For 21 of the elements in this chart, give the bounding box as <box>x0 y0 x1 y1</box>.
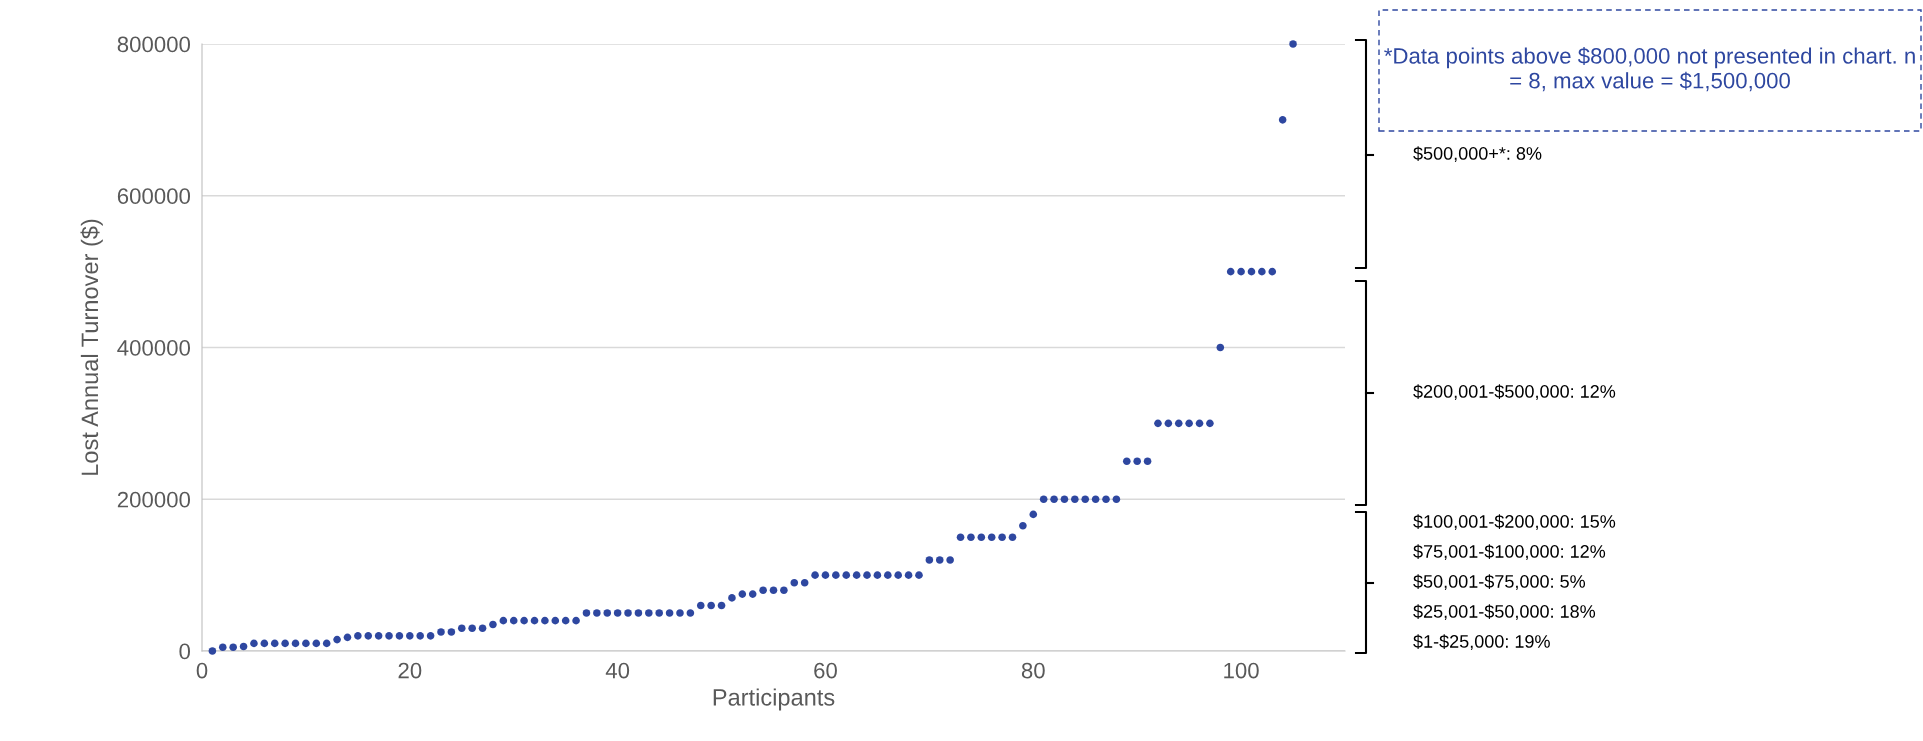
text: $50,001-$75,000: 5% <box>1413 574 1586 590</box>
x-tick-label: 80 <box>1021 662 1045 679</box>
y-tick-label: 0 <box>179 643 191 660</box>
text: $25,001-$50,000: 18% <box>1413 604 1596 620</box>
text: $100,001-$200,000: 15% <box>1413 514 1616 530</box>
y-tick-label: 600000 <box>117 188 191 205</box>
y-tick-label: 400000 <box>117 340 191 356</box>
text: $500,000+*: 8% <box>1413 146 1542 162</box>
x-tick-label: 0 <box>196 662 208 679</box>
x-tick-label: 60 <box>814 662 837 679</box>
text: $1-$25,000: 19% <box>1413 634 1550 650</box>
text: *Data points above $800,000 not presented in chart. n = 8, max value = $1,500,000 <box>1384 47 1915 92</box>
x-tick-label: 40 <box>605 662 630 679</box>
y-tick-label: 200000 <box>117 491 191 508</box>
y-axis-title: Lost Annual Turnover ($) <box>80 219 103 475</box>
x-axis-title: Participants <box>713 688 835 711</box>
x-tick-label: 20 <box>398 662 422 679</box>
text: $75,001-$100,000: 12% <box>1413 544 1606 560</box>
text: $200,001-$500,000: 12% <box>1413 384 1616 400</box>
y-tick-label: 800000 <box>117 36 191 53</box>
x-tick-label: 100 <box>1224 662 1259 679</box>
